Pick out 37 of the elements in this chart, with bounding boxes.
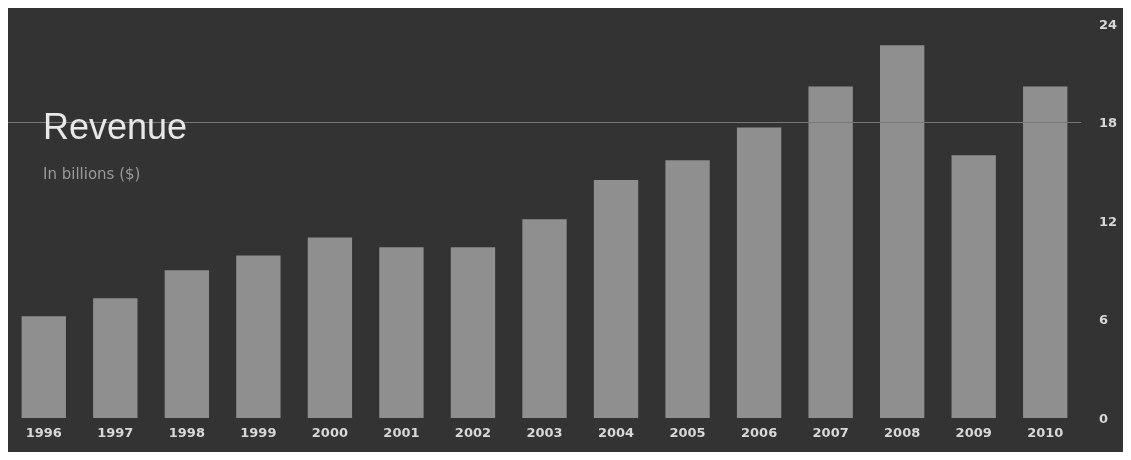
y-tick-label: 6 (1099, 312, 1109, 327)
x-tick-label: 2005 (669, 425, 706, 440)
y-tick-label: 0 (1099, 410, 1109, 426)
x-tick-label: 2010 (1027, 425, 1064, 440)
bar (522, 219, 567, 418)
x-tick-label: 2009 (955, 425, 992, 440)
x-tick-label: 1997 (97, 425, 134, 440)
x-tick-label: 2008 (884, 425, 921, 440)
bar (93, 298, 138, 418)
text: In billions ($) (43, 164, 141, 183)
x-tick-label: 2001 (383, 425, 420, 440)
x-tick-label: 1996 (25, 425, 62, 440)
x-tick-label: 1999 (240, 425, 277, 440)
bar (236, 255, 281, 418)
y-tick-label: 18 (1099, 115, 1118, 130)
y-tick-label: 24 (1099, 16, 1118, 32)
x-tick-label: 2007 (812, 425, 849, 440)
bar (736, 127, 782, 418)
bar (21, 316, 66, 418)
bar (593, 179, 639, 418)
x-tick-label: 2000 (311, 425, 348, 440)
bar (450, 247, 496, 418)
y-tick-label: 12 (1099, 213, 1118, 229)
x-tick-label: 2006 (741, 425, 778, 440)
bar (808, 86, 853, 418)
bar (951, 155, 996, 418)
x-tick-label: 2004 (597, 425, 635, 440)
x-tick-label: 2003 (526, 425, 563, 440)
bar (879, 45, 925, 418)
bar (307, 237, 353, 418)
text: Revenue (43, 105, 188, 147)
x-tick-label: 1998 (168, 425, 205, 440)
bar (665, 160, 710, 418)
bar (1023, 86, 1068, 418)
x-tick-label: 2002 (454, 425, 492, 440)
bar (164, 270, 210, 418)
bar (379, 247, 424, 418)
